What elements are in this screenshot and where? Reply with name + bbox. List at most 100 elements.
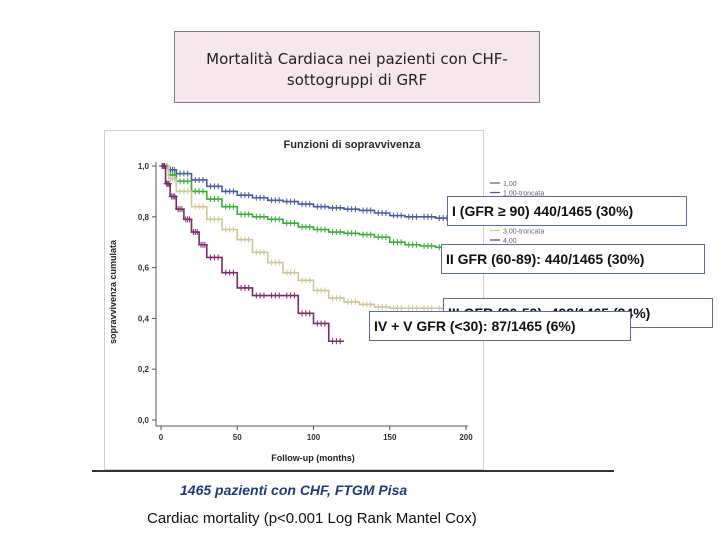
censor-mark	[184, 170, 191, 177]
censor-mark	[215, 183, 222, 190]
censor-mark	[413, 305, 420, 312]
censor-mark	[199, 176, 206, 183]
y-tick-label: 0,4	[138, 314, 150, 323]
censor-mark	[199, 203, 206, 210]
y-tick-label: 0,0	[138, 416, 150, 425]
x-tick-label: 100	[307, 433, 321, 442]
censor-mark	[276, 197, 283, 204]
y-tick-label: 0,6	[138, 264, 150, 273]
censor-mark	[171, 193, 178, 200]
censor-mark	[245, 211, 252, 218]
chart-title: Funzioni di sopravvivenza	[284, 139, 422, 151]
censor-mark	[230, 203, 237, 210]
censor-mark	[260, 213, 267, 220]
censor-mark	[184, 188, 191, 195]
legend-label-gfr-4-text: IV + V GFR (<30): 87/1465 (6%)	[374, 318, 576, 334]
footnote: Cardiac mortality (p<0.001 Log Rank Mant…	[147, 510, 477, 527]
censor-mark	[230, 188, 237, 195]
censor-mark	[215, 216, 222, 223]
x-tick-label: 0	[159, 433, 164, 442]
censor-mark	[291, 198, 298, 205]
censor-mark	[382, 303, 389, 310]
censor-mark	[215, 254, 222, 261]
censor-mark	[201, 241, 208, 248]
censor-mark	[367, 301, 374, 308]
censor-mark	[306, 310, 313, 317]
censor-mark	[230, 226, 237, 233]
censor-mark	[186, 216, 193, 223]
censor-mark	[398, 239, 405, 246]
censor-mark	[276, 292, 283, 299]
series-layer	[159, 163, 466, 345]
censor-mark	[382, 209, 389, 216]
censor-mark	[337, 229, 344, 236]
censor-mark	[260, 292, 267, 299]
legend-label-gfr-1: I (GFR ≥ 90) 440/1465 (30%)	[447, 196, 687, 226]
censor-mark	[161, 163, 168, 169]
censor-mark	[215, 196, 222, 203]
censor-mark	[291, 292, 298, 299]
censor-mark	[352, 298, 359, 305]
title-line-2: sottogruppi di GRF	[286, 71, 428, 89]
censor-mark	[306, 201, 313, 208]
inner-legend-entry: 1,00-troncata	[503, 191, 544, 198]
y-tick-label: 1,0	[138, 162, 150, 171]
censor-mark	[413, 213, 420, 220]
censor-mark	[321, 203, 328, 210]
censor-mark	[245, 236, 252, 243]
censor-mark	[352, 206, 359, 213]
title-box: Mortalità Cardiaca nei pazienti con CHF-…	[174, 31, 540, 103]
censor-mark	[306, 277, 313, 284]
subtitle: 1465 pazienti con CHF, FTGM Pisa	[180, 482, 408, 498]
x-tick-label: 50	[233, 433, 242, 442]
censor-mark	[230, 269, 237, 276]
censor-mark	[321, 226, 328, 233]
censor-mark	[398, 212, 405, 219]
censor-mark	[171, 175, 178, 182]
legend-label-gfr-4: IV + V GFR (<30): 87/1465 (6%)	[369, 311, 631, 341]
censor-mark	[291, 269, 298, 276]
divider-line	[92, 470, 614, 472]
inner-legend-entry: 1,00	[503, 181, 517, 188]
censor-mark	[276, 216, 283, 223]
axes: 0,0 0,2 0,4 0,6 0,8 1,0 0 50 100 150 200	[138, 162, 473, 442]
legend-label-gfr-2: II GFR (60-89): 440/1465 (30%)	[441, 244, 705, 274]
censor-mark	[260, 194, 267, 201]
legend-label-gfr-2-text: II GFR (60-89): 440/1465 (30%)	[446, 251, 645, 267]
censor-mark	[260, 249, 267, 256]
censor-mark	[171, 166, 178, 173]
censor-mark	[321, 320, 328, 327]
censor-mark	[194, 229, 201, 236]
censor-mark	[337, 295, 344, 302]
y-tick-label: 0,2	[138, 365, 150, 374]
censor-mark	[367, 231, 374, 238]
survival-curve-4	[161, 165, 344, 343]
censor-mark	[413, 241, 420, 248]
censor-mark	[306, 223, 313, 230]
censor-mark	[199, 188, 206, 195]
censor-mark	[245, 284, 252, 291]
censor-mark	[245, 192, 252, 199]
censor-mark	[428, 243, 435, 250]
survival-curve-3	[161, 165, 466, 310]
censor-mark	[428, 305, 435, 312]
censor-mark	[291, 220, 298, 227]
title-line-1: Mortalità Cardiaca nei pazienti con CHF-	[206, 50, 508, 68]
censor-mark	[337, 204, 344, 211]
x-axis-label: Follow-up (months)	[271, 453, 354, 463]
censor-mark	[166, 180, 173, 187]
y-axis-label: sopravvivenza cumulata	[108, 239, 118, 344]
censor-mark	[382, 234, 389, 241]
censor-mark	[321, 287, 328, 294]
x-tick-label: 150	[383, 433, 397, 442]
censor-mark	[178, 206, 185, 213]
censor-mark	[367, 207, 374, 214]
censor-mark	[184, 178, 191, 185]
censor-mark	[352, 230, 359, 237]
censor-mark	[398, 305, 405, 312]
inner-legend-entry: 3,00-troncata	[503, 229, 544, 236]
censor-mark	[276, 259, 283, 266]
legend-label-gfr-1-text: I (GFR ≥ 90) 440/1465 (30%)	[452, 203, 634, 219]
censor-mark	[428, 213, 435, 220]
